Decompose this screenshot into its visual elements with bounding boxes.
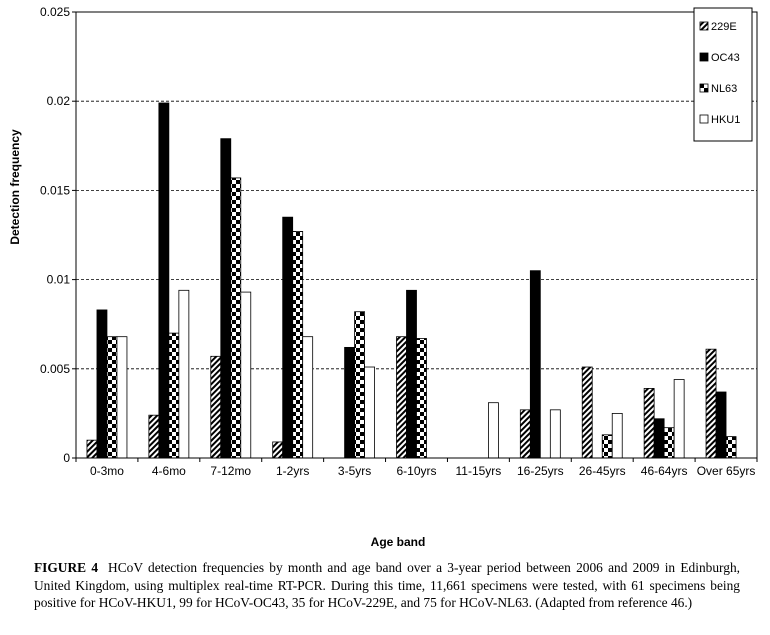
bar-nl63 [230, 177, 242, 459]
bar-oc43 [96, 309, 108, 459]
legend-swatch-229e [699, 21, 709, 31]
x-tick-label: 7-12mo [210, 464, 251, 478]
x-tick-label: 1-2yrs [276, 464, 309, 478]
y-axis-title: Detection frequency [8, 129, 22, 245]
bars [86, 102, 737, 459]
bar-oc43 [406, 289, 417, 459]
legend-label-nl63: NL63 [711, 83, 737, 95]
y-tick-label: 0.01 [47, 273, 71, 287]
legend-swatch-hku1 [699, 114, 709, 124]
figure-label: FIGURE 4 [34, 560, 99, 575]
bar-229e [272, 441, 284, 459]
bar-oc43 [344, 346, 355, 459]
bar-nl63 [168, 332, 180, 459]
bar-hku1 [302, 336, 314, 459]
axes [72, 11, 758, 462]
legend: 229E OC43 NL63 HKU1 [693, 7, 753, 142]
bar-nl63 [354, 311, 365, 459]
bar-nl63 [292, 231, 304, 459]
bar-nl63 [601, 434, 613, 459]
x-tick-label: 3-5yrs [338, 464, 371, 478]
bar-nl63 [106, 336, 118, 459]
bar-oc43 [653, 418, 665, 459]
bar-hku1 [488, 402, 499, 459]
bar-229e [519, 409, 531, 459]
x-tick-label: 16-25yrs [517, 464, 564, 478]
x-axis-title: Age band [371, 535, 426, 549]
y-tick-labels: 0 0.005 0.01 0.015 0.02 0.025 [40, 5, 70, 465]
y-tick-label: 0.005 [40, 362, 70, 376]
legend-swatch-nl63 [699, 83, 709, 93]
legend-label-229e: 229E [711, 21, 737, 33]
legend-label-oc43: OC43 [711, 52, 740, 64]
x-tick-label: 46-64yrs [641, 464, 688, 478]
bar-nl63 [663, 427, 675, 459]
caption-text: HCoV detection frequencies by month and … [34, 560, 741, 610]
y-tick-label: 0.025 [40, 5, 70, 19]
bar-hku1 [673, 379, 685, 459]
bar-oc43 [158, 102, 170, 459]
figure-caption: FIGURE 4 HCoV detection frequencies by mo… [34, 559, 740, 612]
x-tick-label: 0-3mo [90, 464, 124, 478]
bar-oc43 [220, 138, 232, 459]
x-tick-labels: 0-3mo 4-6mo 7-12mo 1-2yrs 3-5yrs 6-10yrs 11-15… [90, 464, 755, 478]
y-tick-label: 0.015 [40, 183, 70, 197]
bar-hku1 [116, 336, 128, 459]
bar-229e [705, 348, 717, 459]
bar-229e [148, 414, 160, 459]
x-tick-label: Over 65yrs [697, 464, 756, 478]
x-tick-label: 26-45yrs [579, 464, 626, 478]
bar-229e [396, 336, 407, 459]
bar-oc43 [282, 216, 294, 459]
x-tick-label: 11-15yrs [456, 464, 502, 478]
bar-hku1 [240, 291, 252, 459]
legend-swatch-oc43 [699, 52, 709, 62]
chart: 0-3mo 4-6mo 7-12mo 1-2yrs 3-5yrs 6-10yrs 11-15… [8, 5, 758, 549]
bar-oc43 [529, 270, 541, 459]
bar-hku1 [611, 412, 623, 459]
bar-hku1 [178, 289, 190, 459]
bar-nl63 [416, 338, 427, 459]
bar-229e [86, 439, 98, 459]
plot-area-border [75, 11, 758, 459]
x-tick-label: 6-10yrs [396, 464, 436, 478]
bar-hku1 [549, 409, 561, 459]
x-tick-label: 4-6mo [152, 464, 186, 478]
bar-229e [581, 366, 593, 459]
y-tick-label: 0 [63, 451, 70, 465]
bar-hku1 [364, 366, 375, 459]
bar-oc43 [715, 391, 727, 459]
bar-229e [210, 355, 222, 459]
bar-nl63 [725, 436, 737, 459]
y-tick-label: 0.02 [47, 94, 71, 108]
legend-label-hku1: HKU1 [711, 114, 740, 126]
bar-229e [643, 388, 655, 459]
